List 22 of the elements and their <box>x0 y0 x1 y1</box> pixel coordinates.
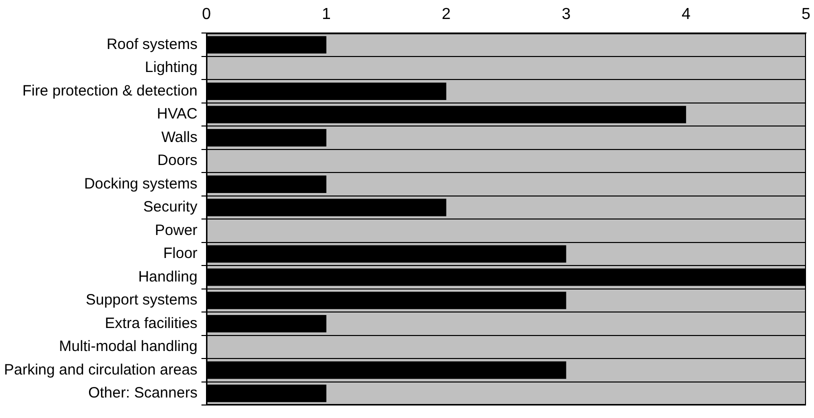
x-tick-label: 2 <box>442 6 451 24</box>
y-tick-label: Support systems <box>86 292 198 309</box>
y-tick-label: Fire protection & detection <box>22 82 198 100</box>
y-tick-label: Docking systems <box>84 175 198 192</box>
y-tick-label: Walls <box>161 128 198 146</box>
y-tick-label: Power <box>154 222 198 239</box>
y-tick-label: HVAC <box>156 106 198 123</box>
y-tick-label: Lighting <box>144 59 198 76</box>
y-tick-label: Roof systems <box>106 36 198 53</box>
x-tick-label: 0 <box>202 6 211 24</box>
y-tick-label: Other: Scanners <box>88 384 198 402</box>
x-tick-label: 4 <box>682 6 691 24</box>
y-tick-label: Security <box>143 198 198 216</box>
y-tick-label: Extra facilities <box>104 314 198 332</box>
y-tick-label: Floor <box>163 245 198 262</box>
y-tick-label: Parking and circulation areas <box>4 361 198 378</box>
x-tick-label: 1 <box>322 6 331 24</box>
y-tick-label: Handling <box>138 268 198 286</box>
y-tick-label: Multi-modal handling <box>59 338 198 356</box>
x-tick-label: 5 <box>802 6 811 24</box>
x-tick-label: 3 <box>562 6 571 24</box>
y-tick-label: Doors <box>157 152 198 170</box>
